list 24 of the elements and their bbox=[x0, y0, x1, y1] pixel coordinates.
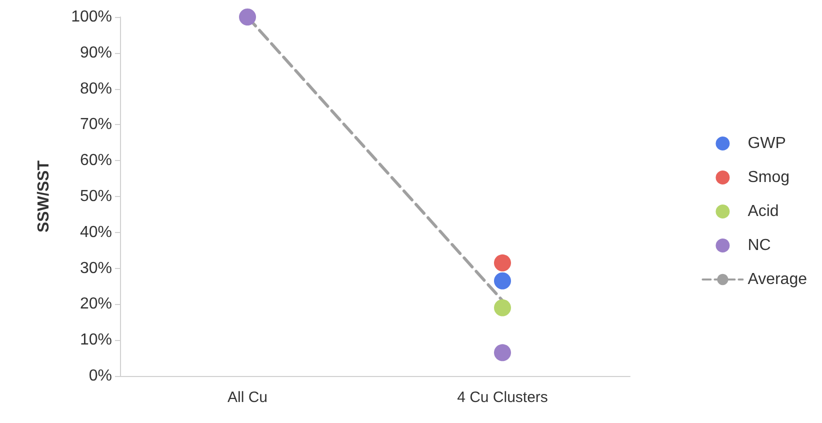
y-tick-label: 100% bbox=[71, 8, 112, 26]
point bbox=[494, 344, 511, 362]
legend-label: GWP bbox=[748, 135, 786, 152]
x-tick-label: 4 Cu Clusters bbox=[457, 389, 548, 406]
y-tick-label: 80% bbox=[80, 80, 112, 98]
legend-label: Smog bbox=[748, 169, 790, 186]
y-tick-label: 30% bbox=[80, 260, 112, 277]
legend-label: Average bbox=[748, 271, 808, 288]
y-tick-label: 60% bbox=[80, 152, 112, 170]
y-tick-label: 0% bbox=[88, 368, 112, 384]
legend-label: Acid bbox=[748, 203, 779, 220]
y-tick-label: 90% bbox=[80, 44, 112, 62]
y-tick-label: 40% bbox=[80, 224, 112, 241]
legend-label: NC bbox=[748, 237, 771, 254]
y-tick-label: 70% bbox=[80, 116, 112, 134]
x-tick-label: All Cu bbox=[227, 389, 268, 406]
point bbox=[239, 8, 256, 26]
y-tick-label: 20% bbox=[80, 296, 112, 313]
point bbox=[494, 299, 511, 316]
point bbox=[494, 254, 511, 272]
y-axis-title: SSW/SST bbox=[36, 160, 52, 233]
y-tick-label: 10% bbox=[80, 332, 112, 349]
y-tick-label: 50% bbox=[80, 188, 112, 205]
point bbox=[494, 272, 511, 290]
